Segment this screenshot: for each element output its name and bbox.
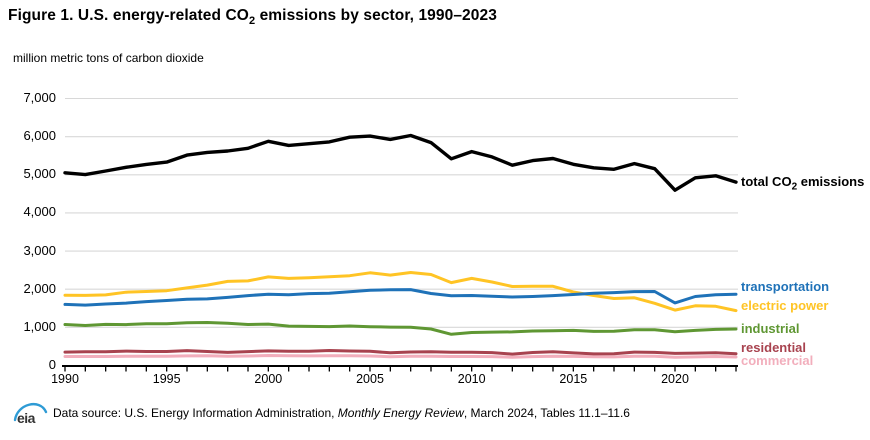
eia-logo-text: eia	[17, 410, 35, 426]
x-tick-label-2000: 2000	[254, 372, 283, 386]
data-source-text: Data source: U.S. Energy Information Adm…	[53, 406, 630, 420]
y-tick-label-1000: 1,000	[23, 318, 56, 334]
y-tick-label-7000: 7,000	[23, 90, 56, 105]
data-source-prefix: Data source: U.S. Energy Information Adm…	[53, 406, 338, 420]
eia-logo: eia	[13, 398, 49, 430]
series-label-total-co2-emissions: total CO2 emissions	[741, 174, 865, 193]
y-tick-label-0: 0	[48, 357, 56, 372]
x-tick-label-1995: 1995	[152, 372, 181, 386]
y-tick-label-3000: 3,000	[23, 242, 56, 258]
series-label-electric-power: electric power	[741, 297, 829, 313]
series-label-commercial: commercial	[741, 352, 814, 368]
series-line-commercial	[63, 354, 738, 359]
x-tick-label-2015: 2015	[559, 372, 588, 386]
series-line-transportation	[63, 288, 738, 307]
x-tick-label-2005: 2005	[356, 372, 384, 386]
series-label-transportation: transportation	[741, 279, 830, 295]
page-title-subscript: 2	[248, 15, 256, 28]
x-tick-label-1990: 1990	[51, 372, 79, 386]
y-tick-label-4000: 4,000	[23, 204, 56, 220]
page-title-text: Figure 1. U.S. energy-related CO	[8, 7, 249, 24]
data-source-publication: Monthly Energy Review	[337, 406, 464, 420]
y-tick-label-2000: 2,000	[23, 280, 56, 296]
y-tick-label-6000: 6,000	[23, 128, 56, 144]
series-label-industrial: industrial	[741, 320, 800, 336]
series-label-residential: residential	[741, 339, 807, 355]
series-line-electric-power	[63, 271, 738, 313]
y-axis-units-label: million metric tons of carbon dioxide	[13, 51, 204, 65]
page-title-suffix: emissions by sector, 1990–2023	[255, 7, 497, 24]
series-line-total-co2-emissions	[63, 133, 738, 192]
data-source-suffix: , March 2024, Tables 11.1–11.6	[463, 406, 630, 420]
series-line-residential	[63, 349, 738, 356]
eia-logo-arc-icon	[13, 402, 48, 422]
x-tick-label-2010: 2010	[457, 372, 486, 386]
series-line-industrial	[63, 321, 738, 336]
y-tick-label-5000: 5,000	[23, 166, 56, 182]
x-tick-label-2020: 2020	[661, 372, 689, 386]
page-title: Figure 1. U.S. energy-related CO2 emissi…	[8, 7, 497, 27]
